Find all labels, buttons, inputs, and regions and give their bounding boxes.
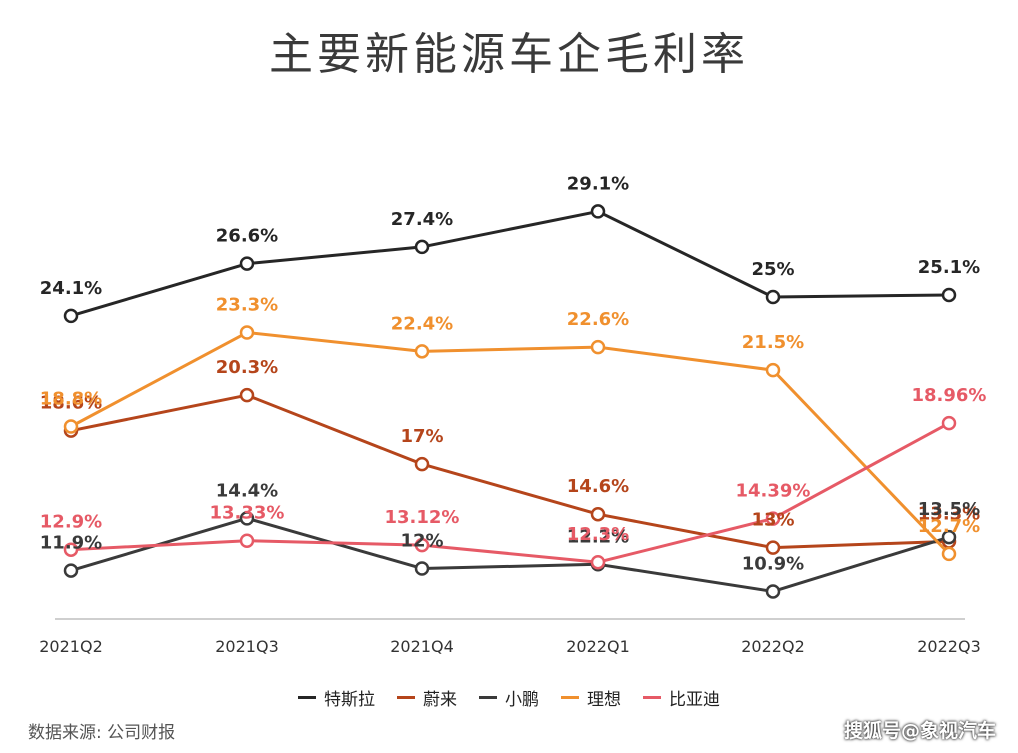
data-point	[63, 542, 79, 557]
x-tick-label: 2022Q1	[566, 637, 630, 656]
watermark: 搜狐号@象视汽车	[843, 720, 996, 742]
legend-label: 特斯拉	[324, 690, 375, 710]
data-point	[941, 287, 957, 303]
x-tick-label: 2022Q3	[917, 637, 981, 656]
series-line	[70, 331, 951, 555]
data-label: 14.4%	[216, 480, 278, 501]
data-label: 12.2%	[567, 526, 629, 547]
data-point	[941, 546, 957, 562]
data-labels: 24.1% 26.6% 27.4% 29.1% 25% 25.1% 18.6% 20.3% 17…	[40, 173, 987, 574]
series-points	[63, 204, 957, 599]
series-line	[70, 209, 950, 318]
data-point	[63, 419, 79, 434]
data-label: 17%	[400, 426, 443, 447]
data-point	[590, 204, 606, 219]
data-label: 13.33%	[210, 503, 285, 524]
legend-swatch	[479, 696, 497, 699]
data-label: 23.3%	[216, 295, 278, 316]
data-label: 12%	[400, 530, 443, 551]
data-label: 22.6%	[567, 309, 629, 330]
data-point	[414, 561, 430, 576]
data-label: 18.8%	[40, 388, 102, 409]
data-point	[414, 456, 430, 472]
data-label: 25%	[751, 259, 794, 280]
data-point	[590, 506, 606, 522]
data-point	[941, 415, 957, 431]
data-label: 13%	[751, 510, 794, 531]
data-label: 21.5%	[742, 332, 804, 353]
data-point	[414, 537, 430, 553]
series-line	[70, 393, 950, 550]
legend-label: 比亚迪	[669, 690, 720, 710]
data-label: 24.1%	[40, 278, 102, 299]
data-point	[239, 387, 255, 403]
data-label: 20.3%	[216, 357, 278, 378]
legend-item: 蔚来	[397, 685, 457, 710]
legend-item: 理想	[561, 685, 621, 710]
data-point	[239, 325, 255, 340]
data-point	[765, 289, 781, 305]
data-point	[414, 344, 430, 359]
legend-label: 理想	[587, 690, 621, 710]
data-label: 10.9%	[742, 553, 804, 574]
source-note: 数据来源: 公司财报	[28, 723, 176, 743]
x-tick-label: 2021Q4	[390, 637, 454, 656]
data-point	[63, 308, 79, 324]
data-point	[590, 339, 606, 355]
data-point	[765, 511, 781, 526]
data-label: 14.39%	[736, 481, 811, 502]
data-point	[590, 554, 606, 570]
data-point	[239, 256, 255, 271]
data-point	[63, 563, 79, 578]
data-point	[239, 533, 255, 548]
x-tick-label: 2021Q2	[39, 637, 103, 656]
data-label: 27.4%	[391, 209, 453, 230]
data-label: 12.3%	[567, 524, 629, 545]
legend: 特斯拉 蔚来 小鹏 理想 比亚迪	[0, 685, 1018, 710]
data-label: 25.1%	[918, 257, 980, 278]
data-label: 11.9%	[40, 533, 102, 554]
legend-item: 比亚迪	[643, 685, 720, 710]
data-label: 13.12%	[385, 507, 460, 528]
x-tick-label: 2021Q3	[215, 637, 279, 656]
series-lines	[70, 209, 951, 593]
data-point	[239, 511, 255, 526]
x-tick-label: 2022Q2	[741, 637, 805, 656]
data-label: 14.6%	[567, 476, 629, 497]
data-label: 26.6%	[216, 226, 278, 247]
data-point	[765, 584, 781, 599]
data-label: 12.7%	[918, 516, 980, 537]
legend-item: 小鹏	[479, 685, 539, 710]
data-label: 13.5%	[918, 499, 980, 520]
legend-swatch	[298, 696, 316, 699]
data-label: 18.96%	[912, 385, 987, 406]
x-tick-labels: 2021Q2 2021Q3 2021Q4 2022Q1 2022Q2 2022Q3	[39, 637, 981, 656]
legend-label: 小鹏	[505, 690, 539, 710]
legend-swatch	[561, 696, 579, 699]
data-label: 12.9%	[40, 512, 102, 533]
data-label: 29.1%	[567, 173, 629, 194]
data-label: 13.3%	[918, 503, 980, 524]
data-label: 22.4%	[391, 313, 453, 334]
chart-title: 主要新能源车企毛利率	[269, 29, 749, 80]
data-point	[941, 529, 957, 545]
data-point	[414, 239, 430, 255]
data-label: 18.6%	[40, 393, 102, 414]
legend-label: 蔚来	[423, 690, 457, 710]
legend-item: 特斯拉	[298, 685, 375, 710]
series-line	[70, 516, 950, 593]
legend-swatch	[397, 696, 415, 699]
data-point	[765, 540, 781, 555]
series-line	[70, 421, 950, 564]
legend-swatch	[643, 696, 661, 699]
data-point	[765, 362, 781, 378]
